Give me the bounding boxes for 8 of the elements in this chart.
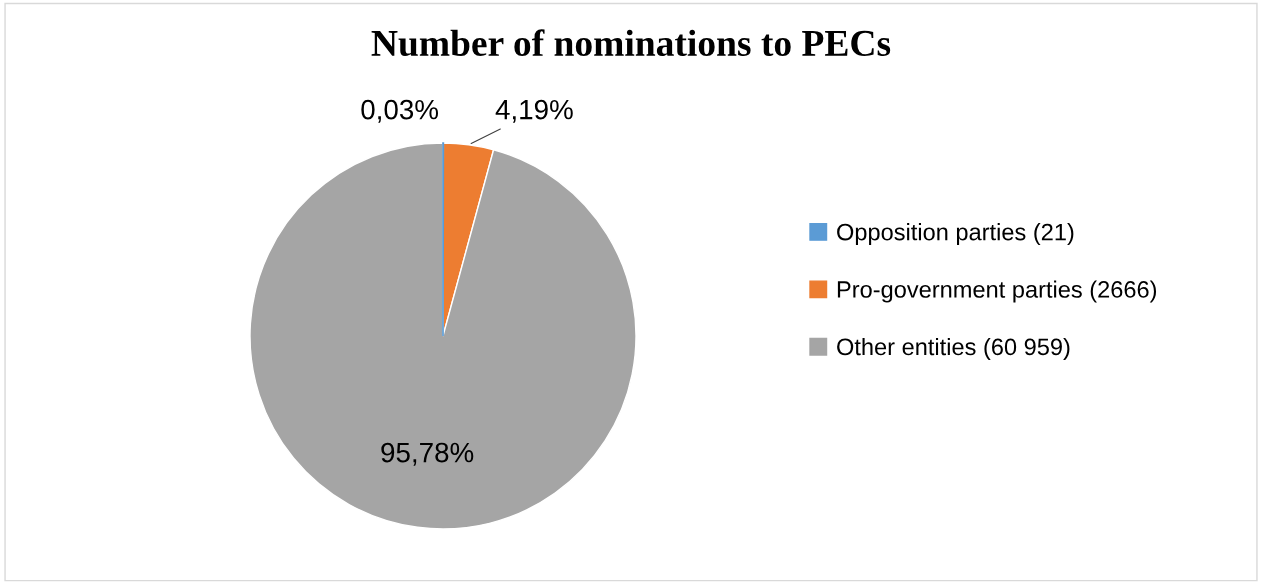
data-label: 4,19% bbox=[495, 99, 573, 123]
legend-label: Opposition parties (21) bbox=[837, 223, 1074, 246]
legend-label: Other entities (60 959) bbox=[837, 337, 1070, 360]
data-label: 95,78% bbox=[381, 442, 474, 466]
data-label: 0,03% bbox=[361, 99, 439, 123]
pie-slice bbox=[249, 142, 637, 530]
chart-title: Number of nominations to PECs bbox=[371, 29, 891, 57]
legend-label: Pro-government parties (2666) bbox=[837, 280, 1157, 303]
